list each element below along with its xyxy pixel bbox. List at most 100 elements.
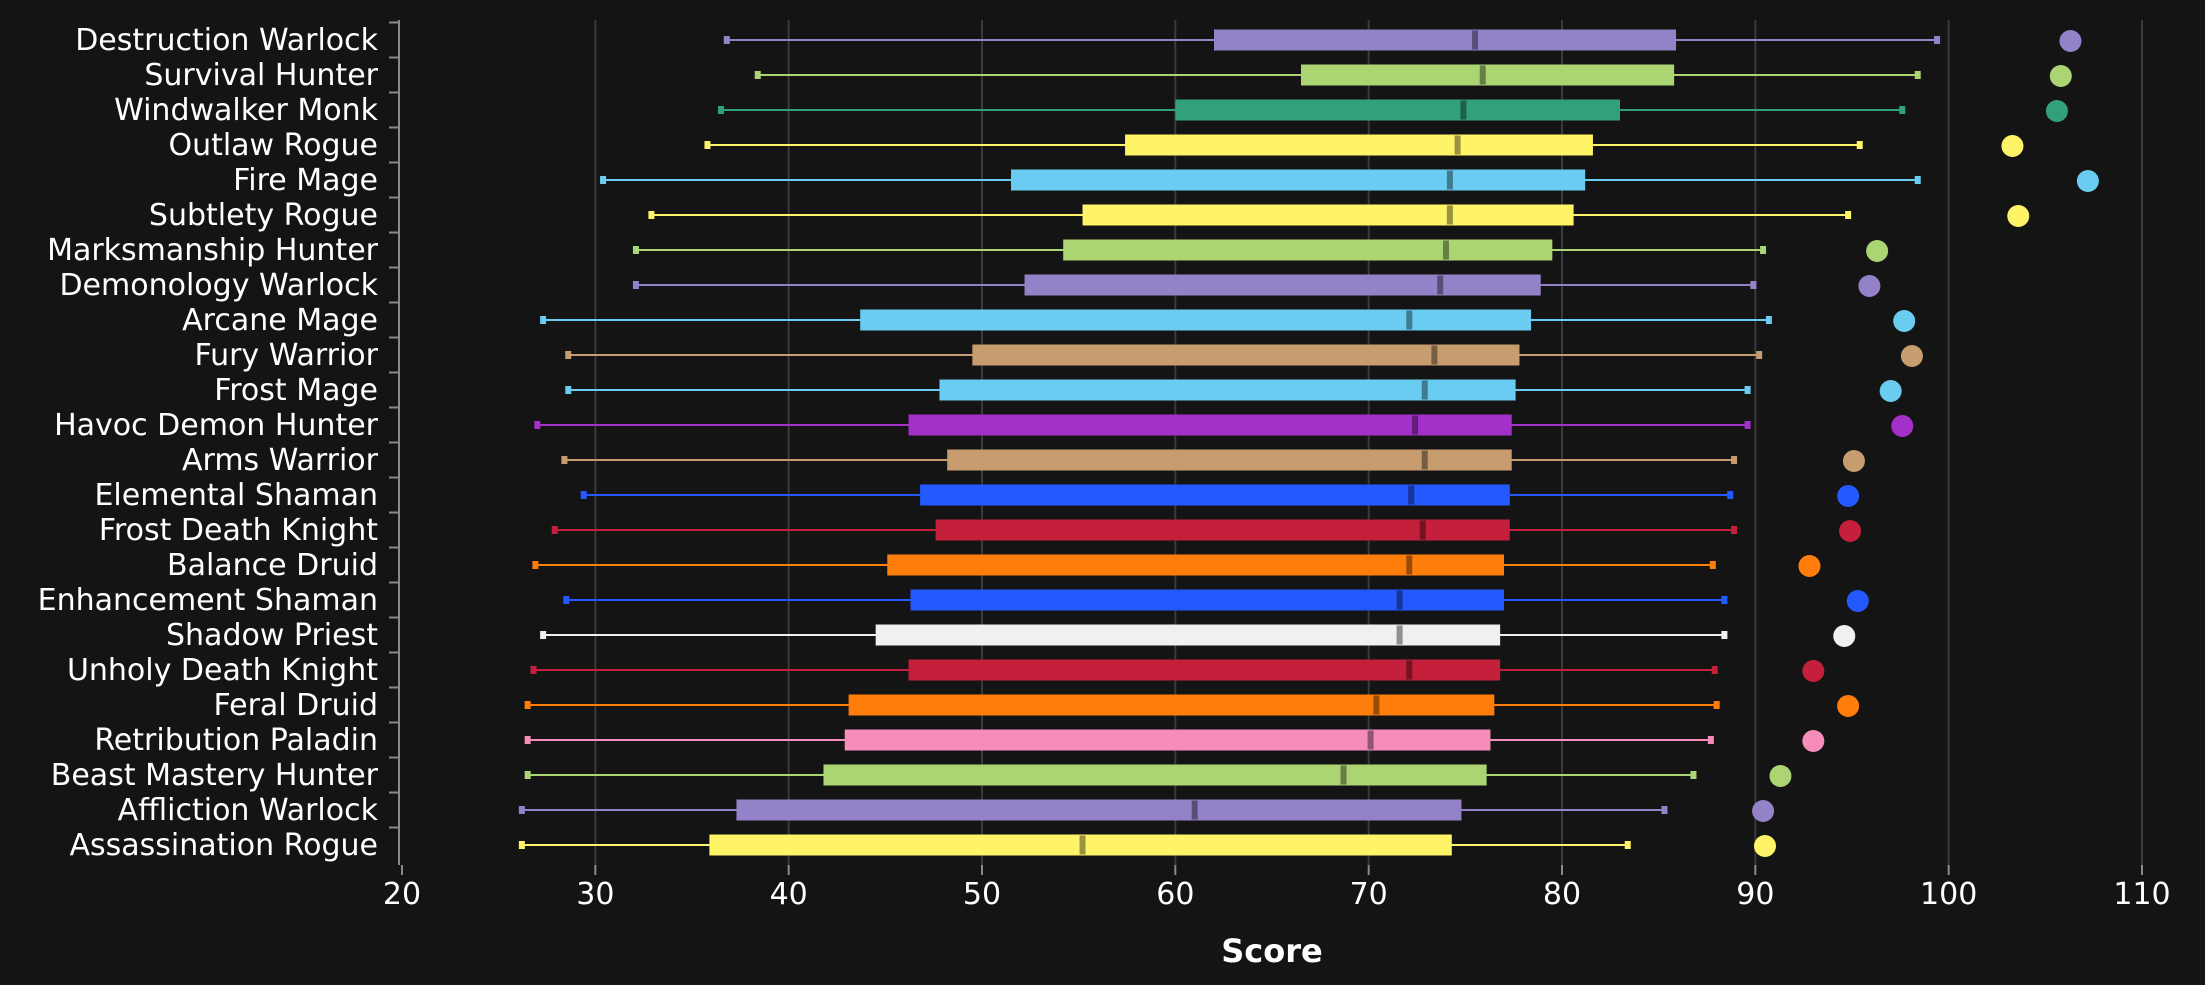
whisker-min-cap [561,456,568,464]
category-label: Shadow Priest [166,618,378,653]
outlier-point [1900,345,1923,367]
whisker-min-cap [723,36,730,44]
box-row [518,799,1775,822]
median-marker [1454,135,1461,155]
whisker-min-cap [524,771,531,779]
box-row [540,624,1856,647]
box-row [632,274,1881,297]
x-tick-label: 90 [1736,877,1774,912]
iqr-box [910,589,1504,611]
whisker-min-cap [565,386,572,394]
median-marker [1191,800,1198,820]
median-marker [1396,625,1403,645]
whisker-min-cap [518,806,525,814]
outlier-point [2001,135,2024,157]
whisker-min-cap [532,561,539,569]
category-label: Subtlety Rogue [149,198,378,233]
category-label: Assassination Rogue [69,828,378,863]
median-marker [1373,695,1380,715]
whisker-min-cap [580,491,587,499]
median-marker [1367,730,1374,750]
box-row [704,134,2024,157]
whisker-min-cap [754,71,761,79]
whisker-max-cap [1661,806,1668,814]
box-row [551,519,1862,542]
x-tick-label: 40 [770,877,808,912]
box-row [540,309,1916,332]
outlier-point [1769,765,1792,787]
median-marker [1431,345,1438,365]
whisker-min-cap [551,526,558,534]
whisker-max-cap [1721,596,1728,604]
outlier-point [2049,65,2072,87]
x-tick-label: 70 [1350,877,1388,912]
median-marker [1406,660,1413,680]
whisker-max-cap [1624,841,1631,849]
median-marker [1412,415,1419,435]
whisker-min-cap [718,106,724,114]
category-label: Fire Mage [233,163,378,198]
box-row [565,344,1923,367]
category-label: Feral Druid [214,688,379,723]
whisker-max-cap [1765,316,1772,324]
iqr-box [823,764,1487,786]
median-marker [1446,205,1453,225]
outlier-point [2045,100,2068,122]
outlier-point [1839,520,1862,542]
median-marker [1421,450,1428,470]
whisker-min-cap [534,421,541,429]
outlier-point [1837,485,1860,507]
outlier-point [1837,695,1860,717]
whisker-min-cap [530,666,537,674]
outlier-point [2076,170,2099,192]
iqr-box [844,729,1491,751]
x-tick-label: 100 [1920,877,1977,912]
median-marker [1406,555,1413,575]
iqr-box [887,554,1504,576]
whisker-min-cap [540,316,547,324]
box-row [563,589,1869,612]
whisker-max-cap [1731,526,1738,534]
box-row [524,694,1860,717]
box-row [524,764,1792,787]
whisker-max-cap [1727,491,1734,499]
iqr-box [1175,99,1620,121]
outlier-point [1879,380,1902,402]
median-marker [1479,65,1486,85]
whisker-max-cap [1709,561,1716,569]
outlier-point [1891,415,1914,437]
iqr-box [1301,64,1675,86]
x-tick-label: 60 [1156,877,1194,912]
box-row [561,449,1865,472]
category-label: Balance Druid [167,548,378,583]
whisker-max-cap [1914,176,1921,184]
category-label: Frost Mage [214,373,378,408]
box-row [718,99,2068,122]
whisker-min-cap [565,351,572,359]
median-marker [1079,835,1086,855]
median-marker [1460,100,1467,120]
iqr-box [736,799,1462,821]
outlier-point [1842,450,1865,472]
whisker-min-cap [632,281,639,289]
x-tick-label: 80 [1543,877,1581,912]
box-row [565,379,1902,402]
category-label: Survival Hunter [144,58,378,93]
outlier-point [2007,205,2030,227]
x-tick-label: 20 [383,877,421,912]
box-row [580,484,1860,507]
box-row [530,659,1825,682]
category-label: Outlaw Rogue [168,128,378,163]
whisker-max-cap [1914,71,1921,79]
median-marker [1340,765,1347,785]
outlier-point [1893,310,1916,332]
median-marker [1443,240,1449,260]
whisker-max-cap [1711,666,1718,674]
box-row [723,29,2082,52]
outlier-point [1858,275,1881,297]
whisker-max-cap [1845,211,1852,219]
box-row [518,834,1776,857]
whisker-max-cap [1760,246,1767,254]
category-label: Enhancement Shaman [38,583,378,618]
